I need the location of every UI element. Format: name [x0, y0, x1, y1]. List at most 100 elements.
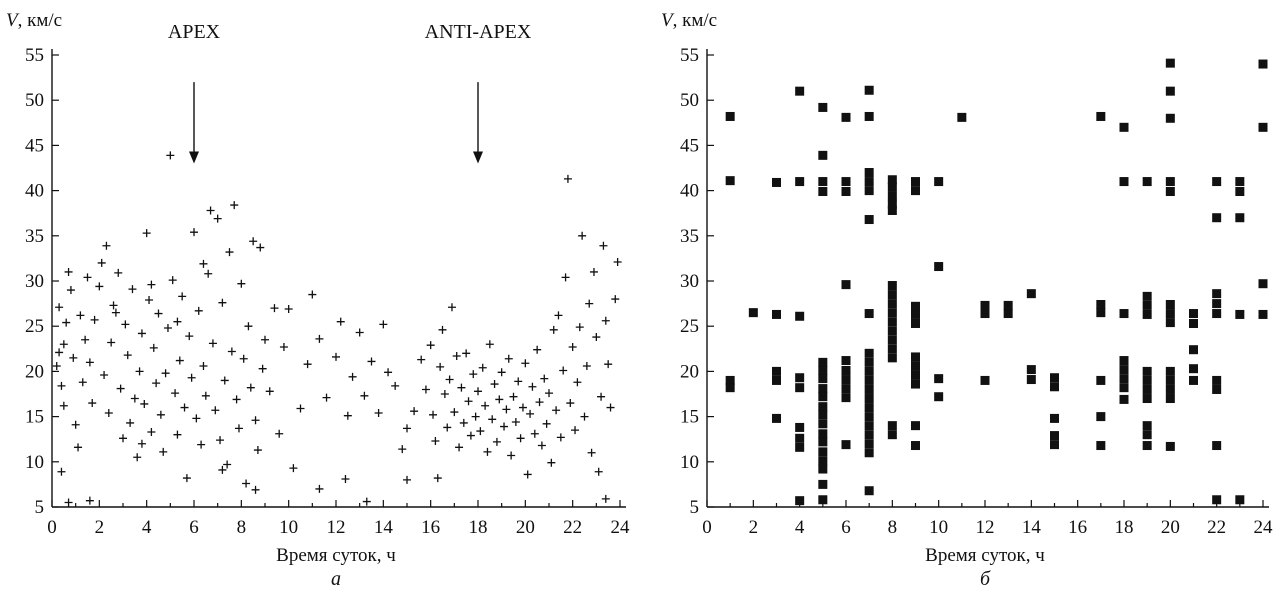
x-axis-label: Время суток, ч: [276, 545, 396, 566]
data-point: [391, 381, 400, 390]
data-point: [230, 201, 239, 210]
data-point: [478, 363, 487, 372]
data-point: [864, 384, 874, 394]
x-axis-label: Время суток, ч: [925, 545, 1045, 566]
data-point: [457, 383, 466, 392]
data-point: [818, 384, 828, 394]
data-point: [552, 406, 561, 415]
data-point: [864, 177, 874, 187]
data-point: [561, 273, 570, 282]
y-tick-label: 40: [25, 181, 44, 202]
data-point: [1142, 300, 1152, 310]
data-point: [934, 392, 944, 402]
data-point: [135, 367, 144, 376]
data-point: [74, 443, 83, 452]
data-point: [384, 368, 393, 377]
data-point: [119, 434, 127, 443]
data-point: [1258, 309, 1268, 319]
data-point: [81, 335, 90, 344]
data-point: [887, 308, 897, 318]
data-point: [490, 380, 499, 389]
data-point: [864, 111, 874, 121]
data-point: [133, 453, 142, 462]
data-point: [1189, 345, 1198, 355]
data-point: [1212, 375, 1222, 385]
data-point: [841, 112, 851, 122]
data-point: [315, 334, 324, 343]
x-tick-label: 12: [327, 517, 346, 538]
data-point: [864, 366, 874, 376]
annotation-label: APEX: [168, 21, 221, 43]
data-point: [795, 86, 805, 96]
data-point: [265, 387, 274, 396]
data-point: [258, 364, 267, 373]
data-point: [502, 405, 511, 414]
data-point: [121, 320, 130, 329]
x-tick-label: 22: [563, 517, 582, 538]
data-point: [818, 456, 828, 466]
data-point: [911, 186, 920, 196]
panel-label: а: [331, 568, 341, 590]
data-point: [1165, 375, 1175, 385]
x-tick-label: 18: [1115, 517, 1134, 538]
data-point: [509, 392, 518, 401]
data-point: [104, 408, 113, 417]
y-tick-label: 50: [25, 90, 44, 111]
data-point: [1189, 309, 1198, 319]
data-point: [887, 199, 897, 209]
data-point: [841, 393, 851, 403]
data-point: [795, 496, 805, 506]
data-point: [772, 309, 781, 319]
data-point: [76, 311, 85, 320]
data-point: [1165, 394, 1175, 404]
y-tick-label: 45: [680, 135, 699, 156]
data-point: [1119, 177, 1129, 187]
data-point: [547, 458, 556, 467]
data-point: [362, 497, 371, 506]
data-point: [256, 243, 265, 252]
data-point: [580, 412, 589, 421]
data-point: [818, 419, 828, 429]
data-point: [440, 390, 449, 398]
data-point: [199, 259, 208, 268]
data-point: [1119, 309, 1129, 319]
x-tick-label: 4: [142, 517, 152, 538]
data-point: [485, 340, 494, 349]
data-point: [52, 361, 61, 370]
data-point: [436, 362, 445, 371]
x-tick-label: 16: [421, 517, 440, 538]
data-point: [566, 399, 575, 408]
data-point: [483, 447, 492, 456]
data-point: [864, 215, 874, 225]
data-point: [1165, 113, 1175, 123]
data-point: [540, 374, 549, 383]
data-point: [355, 328, 364, 337]
y-axis-symbol: V: [661, 10, 675, 31]
data-point: [426, 341, 435, 350]
data-point: [1235, 213, 1245, 223]
data-point: [1165, 58, 1175, 68]
data-point: [348, 372, 357, 381]
data-point: [554, 311, 563, 320]
data-point: [864, 375, 874, 385]
data-point: [163, 324, 172, 333]
data-point: [1096, 308, 1106, 318]
data-point: [123, 351, 132, 360]
data-point: [1212, 213, 1222, 223]
data-point: [71, 420, 80, 429]
data-point: [864, 168, 874, 178]
data-point: [102, 241, 111, 250]
data-point: [934, 177, 944, 187]
data-point: [725, 375, 735, 385]
data-point: [469, 370, 478, 379]
data-point: [887, 430, 897, 440]
data-point: [887, 175, 897, 185]
data-point: [220, 376, 229, 385]
data-point: [533, 345, 542, 354]
data-point: [336, 317, 345, 326]
data-point: [1212, 177, 1222, 187]
data-point: [911, 361, 920, 371]
data-point: [934, 262, 944, 272]
